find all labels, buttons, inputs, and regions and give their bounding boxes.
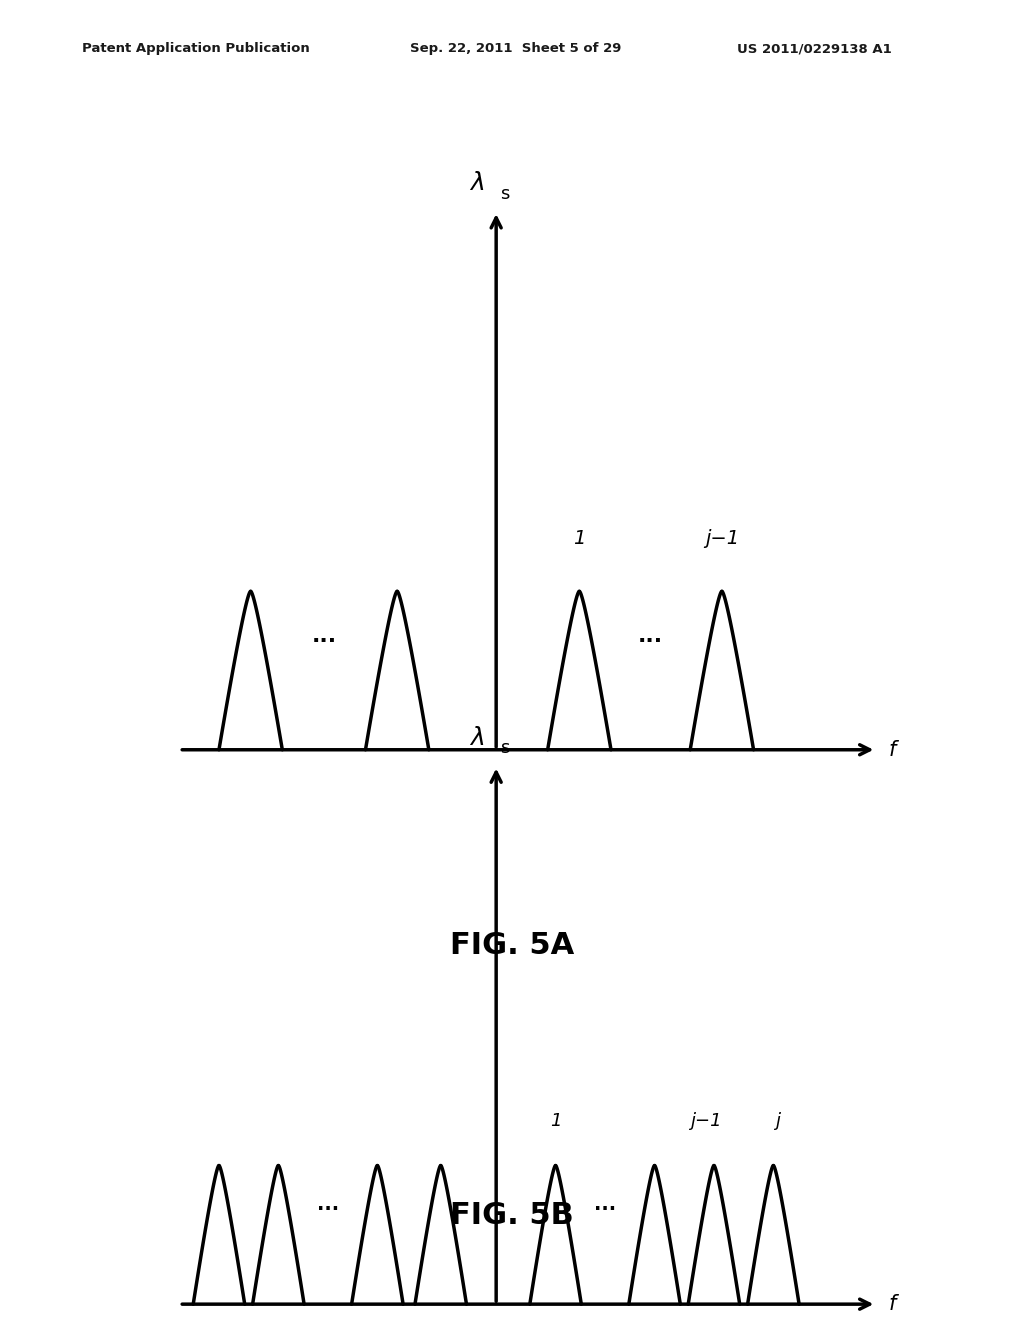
- Text: ...: ...: [316, 1195, 339, 1214]
- Text: $\lambda$: $\lambda$: [469, 172, 484, 195]
- Text: Sep. 22, 2011  Sheet 5 of 29: Sep. 22, 2011 Sheet 5 of 29: [410, 42, 621, 55]
- Text: s: s: [500, 739, 510, 758]
- Text: FIG. 5B: FIG. 5B: [451, 1201, 573, 1230]
- Text: ...: ...: [638, 626, 664, 645]
- Text: j: j: [775, 1111, 780, 1130]
- Text: f: f: [888, 1294, 896, 1315]
- Text: j−1: j−1: [690, 1111, 722, 1130]
- Text: US 2011/0229138 A1: US 2011/0229138 A1: [737, 42, 892, 55]
- Text: f: f: [888, 739, 896, 760]
- Text: ...: ...: [311, 626, 337, 645]
- Text: 1: 1: [573, 529, 586, 548]
- Text: $\lambda$: $\lambda$: [469, 726, 484, 750]
- Text: FIG. 5A: FIG. 5A: [450, 931, 574, 960]
- Text: 1: 1: [550, 1111, 561, 1130]
- Text: j−1: j−1: [705, 529, 739, 548]
- Text: ...: ...: [594, 1195, 616, 1214]
- Text: s: s: [500, 185, 510, 203]
- Text: Patent Application Publication: Patent Application Publication: [82, 42, 309, 55]
